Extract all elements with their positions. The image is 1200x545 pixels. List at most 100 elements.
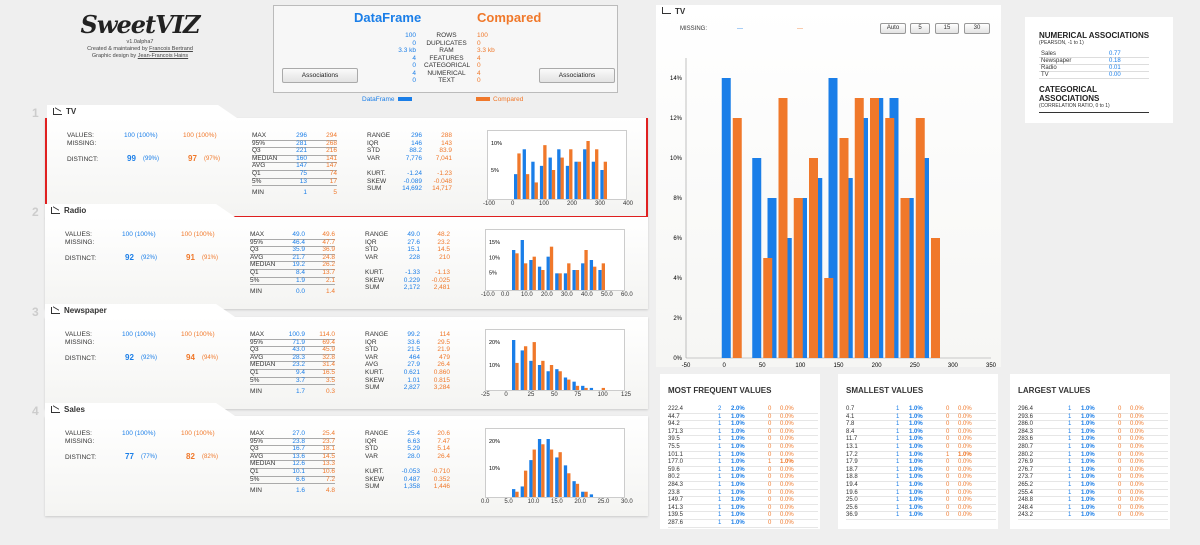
association-row[interactable]: TV 0.00 <box>1039 72 1149 79</box>
chart-bar-compared <box>885 118 895 358</box>
x-tick-label: 150 <box>833 363 844 369</box>
stat-value-b: 2,481 <box>433 284 450 292</box>
stat-label: MISSING: <box>65 339 95 346</box>
bin-button-30[interactable]: 30 <box>964 23 990 34</box>
value-cell: 1.0% <box>731 421 745 428</box>
x-tick-label: 60.0 <box>621 292 633 298</box>
value-cell: 0 <box>768 497 772 504</box>
feature-card-sales[interactable]: Sales VALUES: 100 (100%) 100 (100%) MISSING:… <box>45 403 648 516</box>
chart-bar-compared <box>793 198 803 358</box>
x-tick-label: 300 <box>595 201 606 207</box>
stat-value-b: 479 <box>439 353 450 361</box>
value-row: 284.3 1 1.0% 0 0.0% <box>1018 429 1168 437</box>
stat-value-a: 1.01 <box>407 376 420 384</box>
value-cell: 0 <box>946 421 950 428</box>
value-row: 19.4 1 1.0% 0 0.0% <box>846 482 996 490</box>
feature-tab[interactable]: Sales <box>45 403 235 416</box>
bin-button-15[interactable]: 15 <box>935 23 959 34</box>
value-cell: 25.0 <box>846 497 858 504</box>
associations-button-left[interactable]: Associations <box>282 68 358 83</box>
chart-bar-compared <box>915 118 925 358</box>
value-row: 13.1 1 1.0% 0 0.0% <box>846 444 996 452</box>
stat-value-b: 18.1 <box>322 445 335 453</box>
stat-value-b: 3.5 <box>325 376 335 384</box>
stat-label: 95% <box>252 140 337 149</box>
association-value: 0.01 <box>1109 65 1121 71</box>
value-cell: 0.0% <box>1130 459 1144 466</box>
designer-link[interactable]: Jean-Francois Hains <box>137 53 189 59</box>
detail-missing-b: --- <box>797 26 803 32</box>
associations-button-right[interactable]: Associations <box>539 68 615 83</box>
value-row: 177.0 1 1.0% 1 1.0% <box>668 459 818 467</box>
feature-card-newspaper[interactable]: Newspaper VALUES: 100 (100%) 100 (100%) MISS… <box>45 304 648 409</box>
value-cell: 0 <box>946 406 950 412</box>
feature-tab[interactable]: TV <box>47 105 237 118</box>
feature-tab[interactable]: Radio <box>45 204 235 217</box>
x-tick-label: 30.0 <box>561 292 573 298</box>
x-tick-label: -100 <box>483 201 496 207</box>
value-row: 141.3 1 1.0% 0 0.0% <box>668 505 818 513</box>
mini-histogram[interactable]: 15% 10% 5% <box>485 229 625 291</box>
bin-button-5[interactable]: 5 <box>910 23 930 34</box>
y-tick-label: 10% <box>489 466 500 472</box>
distinct-label: DISTINCT: <box>67 156 99 163</box>
stat-value-a: 28.0 <box>407 452 420 460</box>
value-cell: 141.3 <box>668 504 684 511</box>
feature-card-tv[interactable]: TV VALUES: 100 (100%) 100 (100%) MISSING: DIS… <box>45 105 648 218</box>
value-cell: 1 <box>896 436 900 443</box>
value-cell: 75.5 <box>668 444 680 450</box>
value-cell: 1.0% <box>909 421 923 428</box>
value-cell: 276.7 <box>1018 466 1034 473</box>
value-cell: 1 <box>1068 466 1072 473</box>
chart-bar-compared <box>870 98 879 358</box>
value-cell: 1 <box>896 428 900 435</box>
association-row[interactable]: Sales 0.77 <box>1039 51 1149 58</box>
x-tick-label: 100 <box>795 363 806 369</box>
mini-histogram[interactable]: 20% 10% <box>485 329 625 391</box>
value-cell: 0.0% <box>780 436 794 443</box>
value-cell: 0 <box>946 436 950 443</box>
stat-label: IQR <box>367 139 379 147</box>
feature-tab[interactable]: Newspaper <box>45 304 235 317</box>
distinct-label: DISTINCT: <box>65 454 97 461</box>
stat-label: SUM <box>365 284 380 292</box>
stat-value-a: 14,692 <box>402 185 422 193</box>
value-cell: 171.3 <box>668 428 684 435</box>
x-tick-label: -25 <box>481 392 490 398</box>
value-cell: 1 <box>718 428 722 435</box>
stat-value-b: 114 <box>439 331 450 338</box>
association-row[interactable]: Newspaper 0.18 <box>1039 58 1149 65</box>
hist-bar-a <box>537 439 542 497</box>
hist-bar-b <box>523 470 528 497</box>
hist-bar-a <box>529 360 533 390</box>
bin-button-auto[interactable]: Auto <box>880 23 906 34</box>
y-tick-label: 0% <box>673 356 682 362</box>
stat-label: IQR <box>365 338 377 346</box>
value-cell: 248.4 <box>1018 504 1034 511</box>
value-cell: 11.7 <box>846 436 858 443</box>
value-row: 171.3 1 1.0% 0 0.0% <box>668 429 818 437</box>
mini-histogram[interactable]: 10% 5% <box>487 130 627 200</box>
stat-label: VALUES: <box>67 132 94 139</box>
value-cell: 0.0% <box>780 489 794 496</box>
value-cell: 1 <box>718 413 722 420</box>
value-cell: 283.6 <box>1018 436 1034 443</box>
association-row[interactable]: Radio 0.01 <box>1039 65 1149 72</box>
stat-value-b: 25.4 <box>322 430 335 437</box>
feature-card-radio[interactable]: Radio VALUES: 100 (100%) 100 (100%) MISSING:… <box>45 204 648 309</box>
creator-link[interactable]: Francois Bertrand <box>149 46 193 52</box>
summary-label: TEXT <box>438 77 455 84</box>
x-tick-label: 50 <box>759 363 766 369</box>
hist-bar-b <box>595 149 599 199</box>
summary-panel: DataFrame Compared 100 ROWS 100 0 DUPLICATES… <box>273 5 618 93</box>
stat-value-b: 32.8 <box>322 353 335 361</box>
stat-label: VAR <box>365 353 378 361</box>
value-cell: 139.5 <box>668 512 684 519</box>
stat-value-b: 10.6 <box>322 468 335 475</box>
stat-value-b: 69.4 <box>322 338 335 346</box>
mini-histogram[interactable]: 20% 10% <box>485 428 625 498</box>
value-cell: 0 <box>768 474 772 481</box>
hist-bar-b <box>584 250 588 290</box>
value-cell: 0 <box>768 421 772 428</box>
value-cell: 0 <box>768 406 772 412</box>
